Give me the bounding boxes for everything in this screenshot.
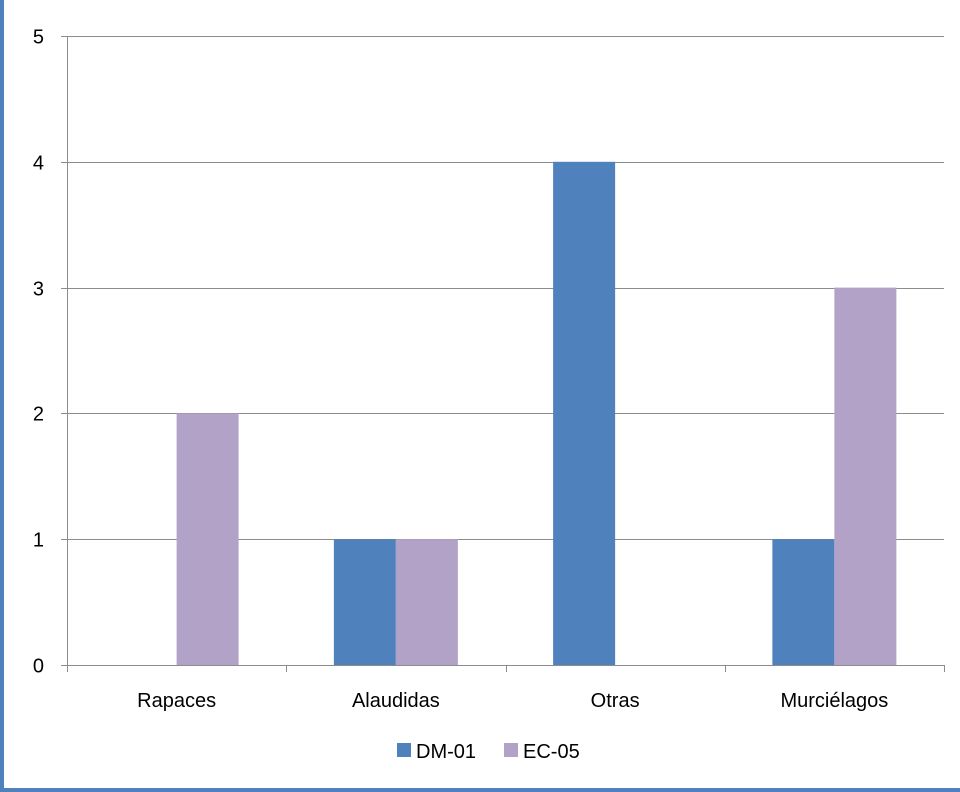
axes xyxy=(61,36,945,672)
y-tick-label: 4 xyxy=(33,153,44,175)
bar-dm-01-murciélagos xyxy=(772,539,835,665)
bars xyxy=(176,161,897,666)
legend-label-ec-05: EC-05 xyxy=(523,741,580,763)
legend-swatch-ec-05 xyxy=(504,743,518,757)
legend: DM-01 EC-05 xyxy=(397,741,580,763)
y-tick-label: 3 xyxy=(33,279,44,301)
bar-dm-01-alaudidas xyxy=(333,539,396,665)
y-tick-label: 0 xyxy=(33,656,44,678)
y-tick-label: 2 xyxy=(33,404,44,426)
bar-ec-05-murciélagos xyxy=(834,287,897,665)
legend-label-dm-01: DM-01 xyxy=(416,741,476,763)
x-tick-label: Murciélagos xyxy=(780,690,888,712)
x-tick-label: Rapaces xyxy=(137,690,216,712)
y-tick-label: 5 xyxy=(33,27,44,49)
legend-swatch-dm-01 xyxy=(397,743,411,757)
bar-ec-05-rapaces xyxy=(176,413,239,665)
bar-ec-05-alaudidas xyxy=(395,539,458,665)
x-tick-label: Alaudidas xyxy=(352,690,440,712)
axis-labels: 0 1 2 3 4 5 Rapaces Alaudidas Otras Murciélagos xyxy=(33,27,888,713)
bar-dm-01-otras xyxy=(553,161,616,666)
bar-chart: 0 1 2 3 4 5 Rapaces Alaudidas Otras Murciélagos D… xyxy=(33,27,945,763)
x-tick-label: Otras xyxy=(591,690,640,712)
y-tick-label: 1 xyxy=(33,530,44,552)
